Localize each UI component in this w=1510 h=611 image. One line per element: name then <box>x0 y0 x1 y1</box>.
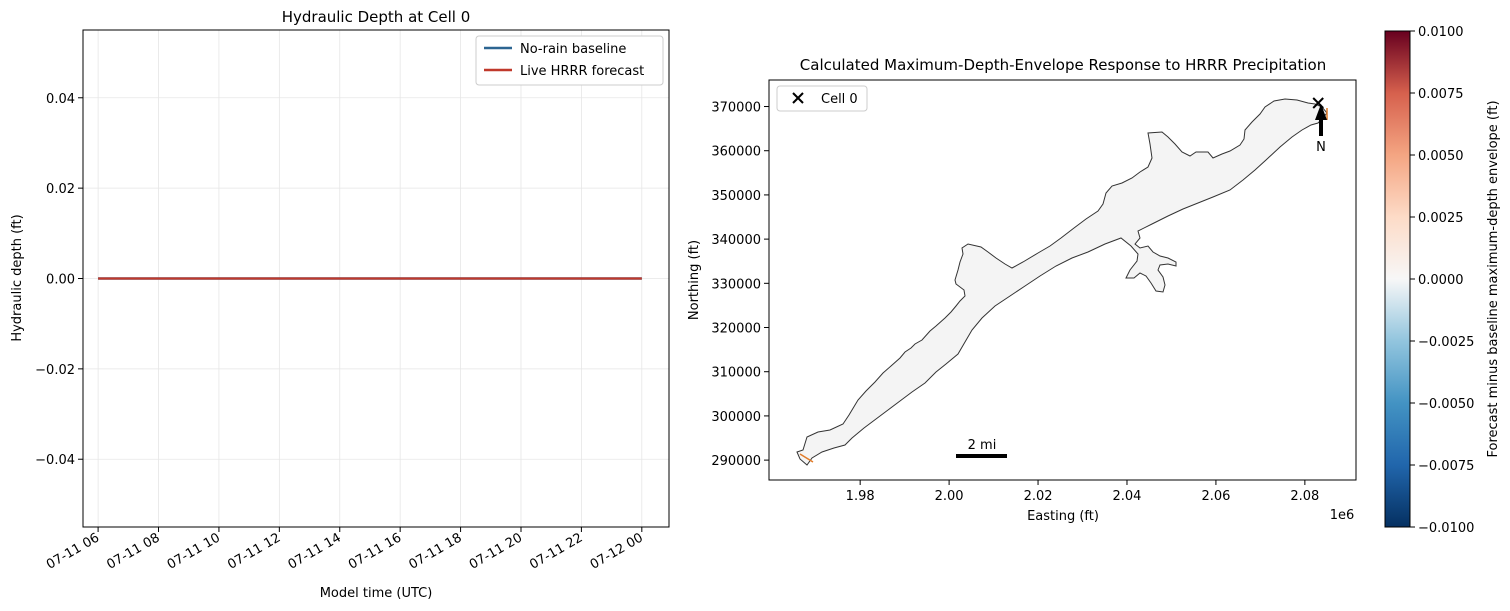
left-x-tick-label: 07-11 12 <box>225 530 283 572</box>
right-x-tick-label: 2.08 <box>1290 489 1319 504</box>
left-x-tick-label: 07-11 14 <box>286 530 344 572</box>
colorbar-tick-label: 0.0025 <box>1418 211 1464 226</box>
left-y-axis-label: Hydraulic depth (ft) <box>10 214 25 341</box>
reservoir-outline <box>796 98 1328 466</box>
legend-label-forecast: Live HRRR forecast <box>520 64 644 79</box>
colorbar-gradient <box>1385 31 1410 527</box>
left-x-tick-label: 07-11 06 <box>44 530 102 572</box>
right-y-tick-label: 320000 <box>711 322 761 337</box>
colorbar-tick-label: −0.0025 <box>1418 335 1474 350</box>
legend-label-cell-0: Cell 0 <box>821 92 858 107</box>
left-y-tick-label: −0.02 <box>35 363 75 378</box>
right-legend: Cell 0 <box>776 85 868 112</box>
left-x-ticks: 07-11 06 07-11 08 07-11 10 07-11 12 07-11 14… <box>44 527 646 573</box>
colorbar: 0.0100 0.0075 0.0050 0.0025 0.0000 −0.0025 −0.… <box>1384 25 1501 536</box>
right-y-tick-label: 360000 <box>711 145 761 160</box>
legend-label-baseline: No-rain baseline <box>520 42 626 57</box>
left-x-tick-label: 07-11 22 <box>527 530 585 572</box>
boundary-nonzero-segment-sw <box>799 453 814 463</box>
right-x-tick-label: 2.00 <box>935 489 964 504</box>
left-x-tick-label: 07-11 20 <box>467 530 525 572</box>
right-y-axis-label: Northing (ft) <box>687 240 702 320</box>
right-x-axis-label: Easting (ft) <box>1027 509 1099 524</box>
left-x-tick-label: 07-12 00 <box>588 530 646 572</box>
left-chart-title: Hydraulic Depth at Cell 0 <box>282 8 471 26</box>
right-x-tick-label: 2.06 <box>1201 489 1230 504</box>
colorbar-tick-label: −0.0050 <box>1418 397 1474 412</box>
left-y-tick-label: −0.04 <box>35 453 75 468</box>
colorbar-label: Forecast minus baseline maximum-depth en… <box>1486 100 1501 457</box>
colorbar-ticks: 0.0100 0.0075 0.0050 0.0025 0.0000 −0.0025 −0.… <box>1410 25 1474 536</box>
left-x-tick-label: 07-11 10 <box>165 530 223 572</box>
right-x-tick-label: 1.98 <box>846 489 875 504</box>
right-chart-title: Calculated Maximum-Depth-Envelope Respon… <box>800 56 1326 74</box>
left-y-tick-label: 0.02 <box>46 182 75 197</box>
left-x-axis-label: Model time (UTC) <box>320 586 433 601</box>
left-legend: No-rain baseline Live HRRR forecast <box>475 35 664 86</box>
right-y-tick-label: 350000 <box>711 189 761 204</box>
right-y-ticks: 370000 360000 350000 340000 330000 320000 3100… <box>711 101 769 469</box>
right-x-offset-label: 1e6 <box>1330 508 1355 523</box>
left-x-tick-label: 07-11 08 <box>104 530 162 572</box>
left-y-ticks: 0.04 0.02 0.00 −0.02 −0.04 <box>35 92 83 468</box>
right-x-tick-label: 2.04 <box>1113 489 1142 504</box>
north-arrow: N <box>1315 104 1327 155</box>
right-legend-box <box>776 85 868 112</box>
scale-bar-label: 2 mi <box>968 438 997 453</box>
left-y-tick-label: 0.00 <box>46 273 75 288</box>
max-depth-envelope-map: N 2 mi 1.98 2.00 2.02 2.04 2.06 2.08 370000 36… <box>687 56 1357 524</box>
colorbar-tick-label: −0.0100 <box>1418 521 1474 536</box>
left-x-tick-label: 07-11 16 <box>346 530 404 572</box>
left-x-tick-label: 07-11 18 <box>406 530 464 572</box>
right-y-tick-label: 330000 <box>711 277 761 292</box>
colorbar-tick-label: 0.0050 <box>1418 149 1464 164</box>
right-plot-frame <box>768 79 1357 481</box>
right-x-ticks: 1.98 2.00 2.02 2.04 2.06 2.08 <box>846 480 1319 504</box>
left-legend-box <box>475 35 664 86</box>
right-x-tick-label: 2.02 <box>1024 489 1053 504</box>
left-y-tick-label: 0.04 <box>46 92 75 107</box>
right-y-tick-label: 290000 <box>711 454 761 469</box>
hydraulic-depth-chart: 07-11 06 07-11 08 07-11 10 07-11 12 07-11 14… <box>10 8 670 601</box>
colorbar-tick-label: 0.0075 <box>1418 87 1464 102</box>
colorbar-tick-label: 0.0100 <box>1418 25 1464 40</box>
colorbar-tick-label: 0.0000 <box>1418 273 1464 288</box>
colorbar-tick-label: −0.0075 <box>1418 459 1474 474</box>
right-y-tick-label: 310000 <box>711 366 761 381</box>
north-arrow-label: N <box>1316 140 1326 155</box>
scale-bar: 2 mi <box>956 438 1007 458</box>
right-y-tick-label: 340000 <box>711 233 761 248</box>
right-y-tick-label: 370000 <box>711 101 761 116</box>
right-y-tick-label: 300000 <box>711 410 761 425</box>
